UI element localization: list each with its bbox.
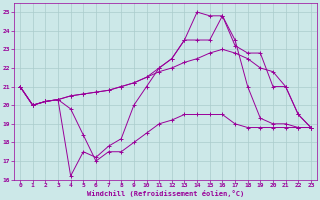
X-axis label: Windchill (Refroidissement éolien,°C): Windchill (Refroidissement éolien,°C)	[87, 190, 244, 197]
